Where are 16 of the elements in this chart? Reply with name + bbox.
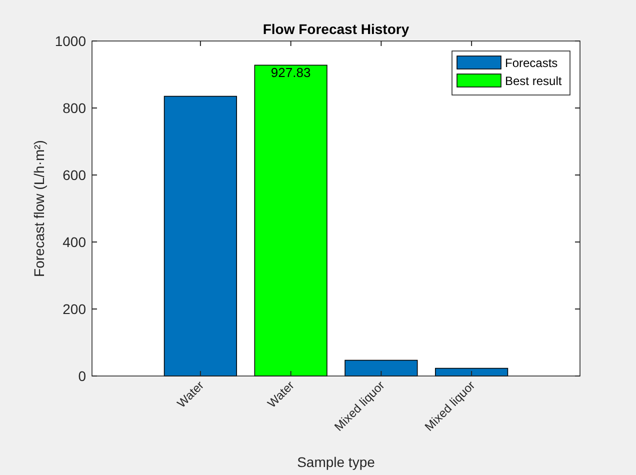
y-tick-label: 0 [78,368,86,384]
bar [344,360,418,376]
legend-label: Best result [505,74,562,88]
y-tick-label: 400 [62,234,86,250]
bar [254,64,328,376]
y-tick-label: 800 [62,100,86,116]
y-tick-label: 1000 [54,33,86,49]
chart-title: Flow Forecast History [262,21,410,37]
y-tick-label: 200 [62,301,86,317]
x-axis-title: Sample type [297,454,376,470]
data-label: 927.83 [270,65,311,80]
y-axis-title: Forecast flow (L/h·m²) [31,140,47,277]
bar [435,368,508,376]
y-tick-label: 600 [62,167,86,183]
bar [164,96,237,376]
legend-label: Forecasts [505,56,558,70]
